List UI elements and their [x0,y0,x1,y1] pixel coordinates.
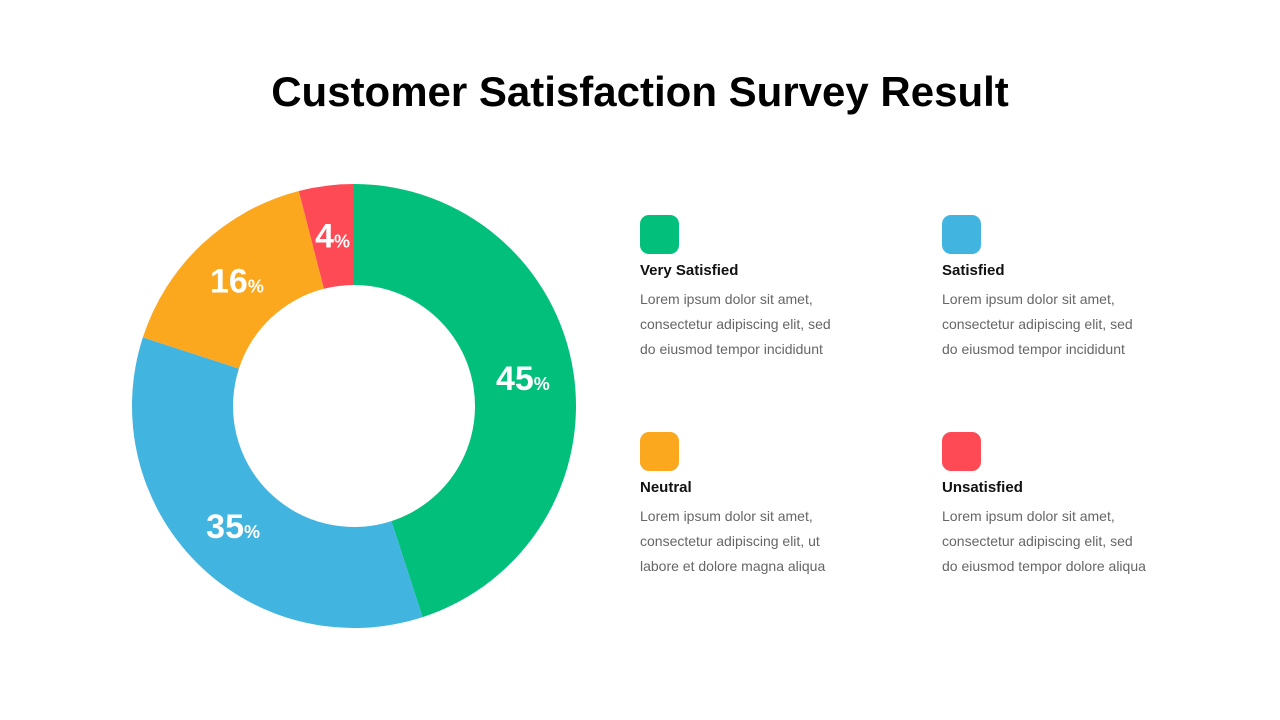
legend-swatch [640,432,679,471]
donut-slice-very-satisfied [354,184,576,618]
data-label: 45% [496,360,550,398]
legend-label: Unsatisfied [942,479,1023,496]
chart-title: Customer Satisfaction Survey Result [271,68,1009,115]
data-label: 4% [315,217,350,255]
legend-description: Lorem ipsum dolor sit amet, consectetur … [942,291,1133,357]
legend-swatch [942,215,981,254]
legend-item-neutral: Neutral Lorem ipsum dolor sit amet, cons… [640,432,900,579]
legend-description: Lorem ipsum dolor sit amet, consectetur … [942,508,1146,574]
donut-slice-neutral [142,190,324,369]
legend-item-unsatisfied: Unsatisfied Lorem ipsum dolor sit amet, … [942,432,1202,579]
legend-label: Satisfied [942,262,1005,279]
legend-item-satisfied: Satisfied Lorem ipsum dolor sit amet, co… [942,215,1202,362]
legend-description: Lorem ipsum dolor sit amet, consectetur … [640,291,831,357]
legend-swatch [640,215,679,254]
donut-slice-satisfied [131,337,423,628]
legend-description: Lorem ipsum dolor sit amet, consectetur … [640,508,826,574]
legend-item-very-satisfied: Very Satisfied Lorem ipsum dolor sit ame… [640,215,900,362]
legend-label: Neutral [640,479,692,496]
legend-label: Very Satisfied [640,262,739,279]
data-label: 16% [210,262,264,300]
legend-swatch [942,432,981,471]
donut-slice-unsatisfied [298,184,354,289]
data-label: 35% [206,508,260,546]
